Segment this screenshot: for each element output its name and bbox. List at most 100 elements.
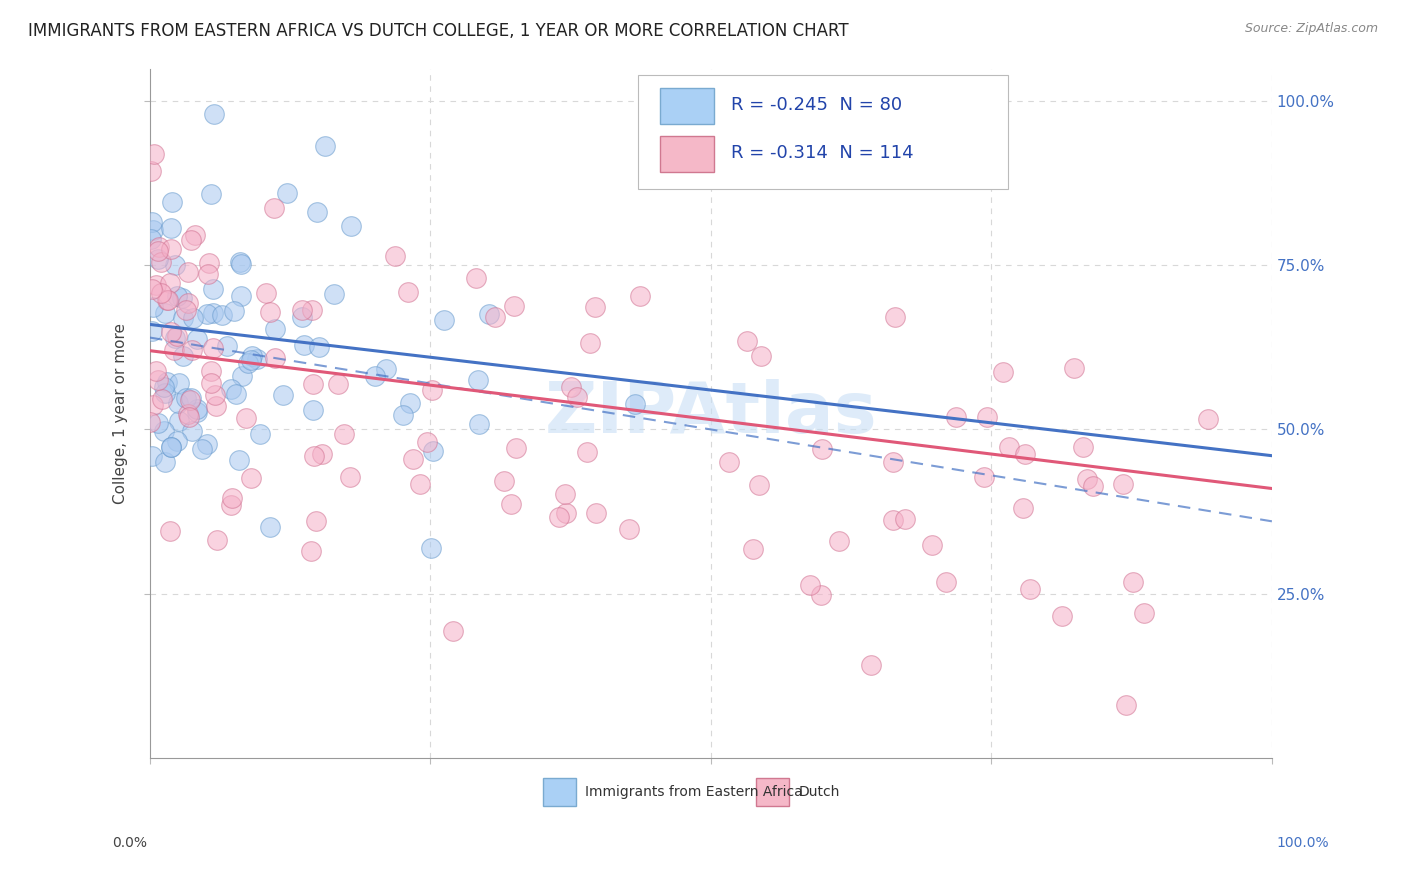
Point (271, 387, 294, 401)
Point (554, 506, 576, 520)
Point (145, 364, 167, 378)
Point (1014, 447, 1036, 461)
Point (259, 304, 281, 318)
Point (246, 351, 269, 366)
Text: Source: ZipAtlas.com: Source: ZipAtlas.com (1244, 22, 1378, 36)
Point (166, 395, 188, 409)
Point (884, 310, 907, 324)
Point (1071, 440, 1094, 454)
Point (945, 409, 967, 424)
Point (1112, 476, 1135, 491)
Point (1050, 608, 1073, 623)
Point (139, 164, 162, 178)
Point (141, 324, 163, 338)
Point (717, 455, 740, 469)
Point (153, 424, 176, 438)
Point (565, 390, 588, 404)
Point (420, 383, 443, 397)
Point (239, 471, 262, 485)
Point (935, 575, 957, 590)
Point (249, 426, 271, 441)
Point (183, 311, 205, 326)
Point (894, 512, 917, 526)
Point (229, 255, 252, 269)
Point (547, 510, 569, 524)
Point (166, 434, 188, 448)
Point (142, 223, 165, 237)
Bar (756, 778, 789, 805)
Point (749, 349, 772, 363)
Point (311, 447, 333, 461)
Point (998, 440, 1021, 454)
Point (402, 451, 425, 466)
Point (235, 411, 257, 425)
Point (364, 368, 387, 383)
Point (735, 334, 758, 348)
Point (149, 255, 172, 269)
Point (560, 380, 582, 394)
Point (231, 256, 253, 270)
Point (859, 657, 882, 672)
Point (240, 349, 263, 363)
Point (160, 440, 183, 454)
Point (1063, 360, 1085, 375)
Point (748, 478, 770, 492)
Point (146, 252, 169, 266)
Text: Immigrants from Eastern Africa: Immigrants from Eastern Africa (585, 785, 803, 799)
Point (1197, 412, 1219, 426)
Point (484, 310, 506, 324)
Point (231, 368, 253, 383)
Point (239, 353, 262, 368)
Point (149, 286, 172, 301)
Point (742, 542, 765, 557)
Point (150, 392, 173, 406)
Text: ZIPAtlas: ZIPAtlas (544, 378, 877, 448)
Point (1083, 479, 1105, 493)
Point (494, 474, 516, 488)
Point (339, 469, 361, 483)
Point (810, 589, 832, 603)
Point (228, 453, 250, 467)
Point (142, 300, 165, 314)
Point (264, 322, 287, 336)
Point (160, 325, 183, 339)
Point (263, 201, 285, 215)
Bar (661, 87, 714, 124)
Text: 0.0%: 0.0% (112, 836, 148, 850)
Point (166, 289, 188, 303)
Point (339, 219, 361, 234)
Point (177, 265, 200, 279)
Point (219, 498, 242, 512)
Point (467, 373, 489, 387)
Point (163, 343, 186, 357)
Point (186, 401, 208, 416)
Point (624, 397, 647, 411)
Point (141, 450, 163, 464)
Text: R = -0.245  N = 80: R = -0.245 N = 80 (731, 96, 903, 114)
Point (146, 244, 169, 258)
Point (478, 307, 501, 321)
Point (219, 382, 242, 396)
Point (156, 375, 179, 389)
Point (264, 351, 287, 365)
Point (308, 340, 330, 354)
Point (973, 470, 995, 484)
Point (202, 306, 225, 320)
Point (157, 293, 180, 308)
Point (554, 487, 576, 501)
Point (229, 289, 252, 303)
Bar (543, 778, 576, 805)
Point (146, 372, 169, 386)
Point (301, 403, 323, 417)
Point (180, 233, 202, 247)
Point (828, 534, 851, 549)
Point (1076, 472, 1098, 486)
Point (184, 228, 207, 243)
Point (991, 365, 1014, 379)
Point (1122, 575, 1144, 590)
Point (167, 376, 190, 390)
Point (409, 476, 432, 491)
Point (204, 388, 226, 402)
Point (222, 304, 245, 318)
Point (141, 232, 163, 246)
